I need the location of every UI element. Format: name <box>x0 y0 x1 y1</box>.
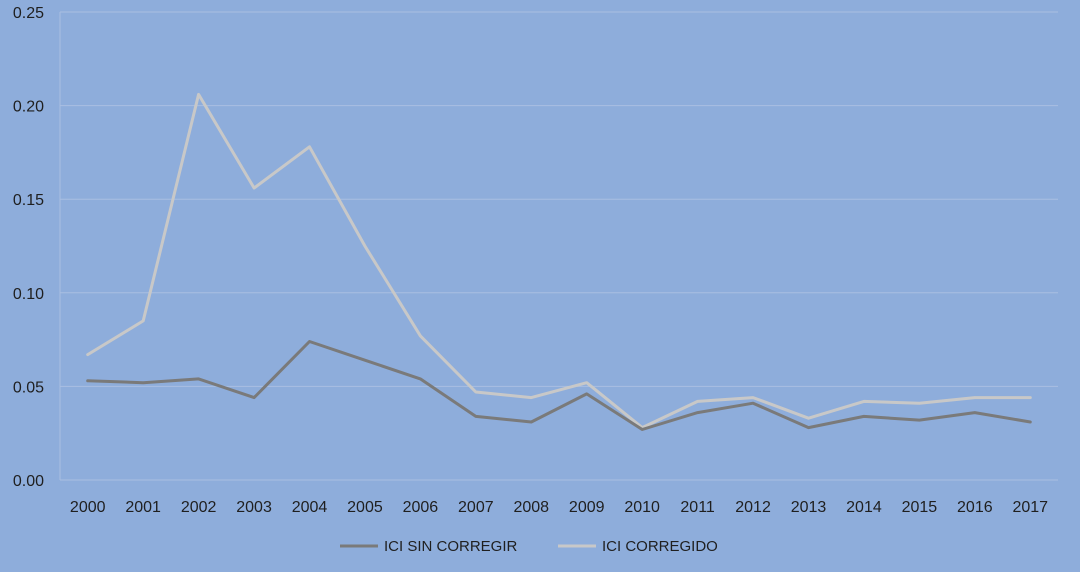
x-tick-label: 2015 <box>902 499 938 516</box>
x-tick-label: 2008 <box>513 499 549 516</box>
gridlines <box>60 11 1058 481</box>
x-tick-label: 2004 <box>292 499 328 516</box>
series-line-ici-corregido <box>86 92 1032 430</box>
y-tick-label: 0.15 <box>13 192 44 209</box>
y-tick-label: 0.05 <box>13 379 44 396</box>
x-tick-label: 2003 <box>236 499 272 516</box>
x-tick-label: 2014 <box>846 499 882 516</box>
legend: ICI SIN CORREGIR ICI CORREGIDO <box>340 538 718 555</box>
legend-label: ICI SIN CORREGIR <box>384 538 518 555</box>
series-line-ici-sin-corregir <box>86 340 1032 431</box>
x-axis: 2000 2001 2002 2003 2004 2005 2006 2007 2008 2009… <box>70 499 1048 516</box>
y-tick-label: 0.00 <box>13 473 44 490</box>
x-tick-label: 2016 <box>957 499 993 516</box>
x-tick-label: 2007 <box>458 499 494 516</box>
y-tick-label: 0.20 <box>13 99 44 116</box>
x-tick-label: 2002 <box>181 499 217 516</box>
x-tick-label: 2005 <box>347 499 383 516</box>
x-tick-label: 2011 <box>680 499 715 516</box>
x-tick-label: 2000 <box>70 499 106 516</box>
y-tick-label: 0.25 <box>13 5 44 22</box>
x-tick-label: 2013 <box>791 499 827 516</box>
x-tick-label: 2017 <box>1012 499 1048 516</box>
x-tick-label: 2006 <box>403 499 439 516</box>
x-tick-label: 2010 <box>624 499 660 516</box>
y-tick-label: 0.10 <box>13 286 44 303</box>
y-axis: 0.00 0.05 0.10 0.15 0.20 0.25 <box>13 5 61 490</box>
legend-label: ICI CORREGIDO <box>602 538 718 555</box>
series-lines <box>86 92 1032 431</box>
x-tick-label: 2012 <box>735 499 771 516</box>
x-tick-label: 2001 <box>125 499 161 516</box>
x-tick-label: 2009 <box>569 499 605 516</box>
